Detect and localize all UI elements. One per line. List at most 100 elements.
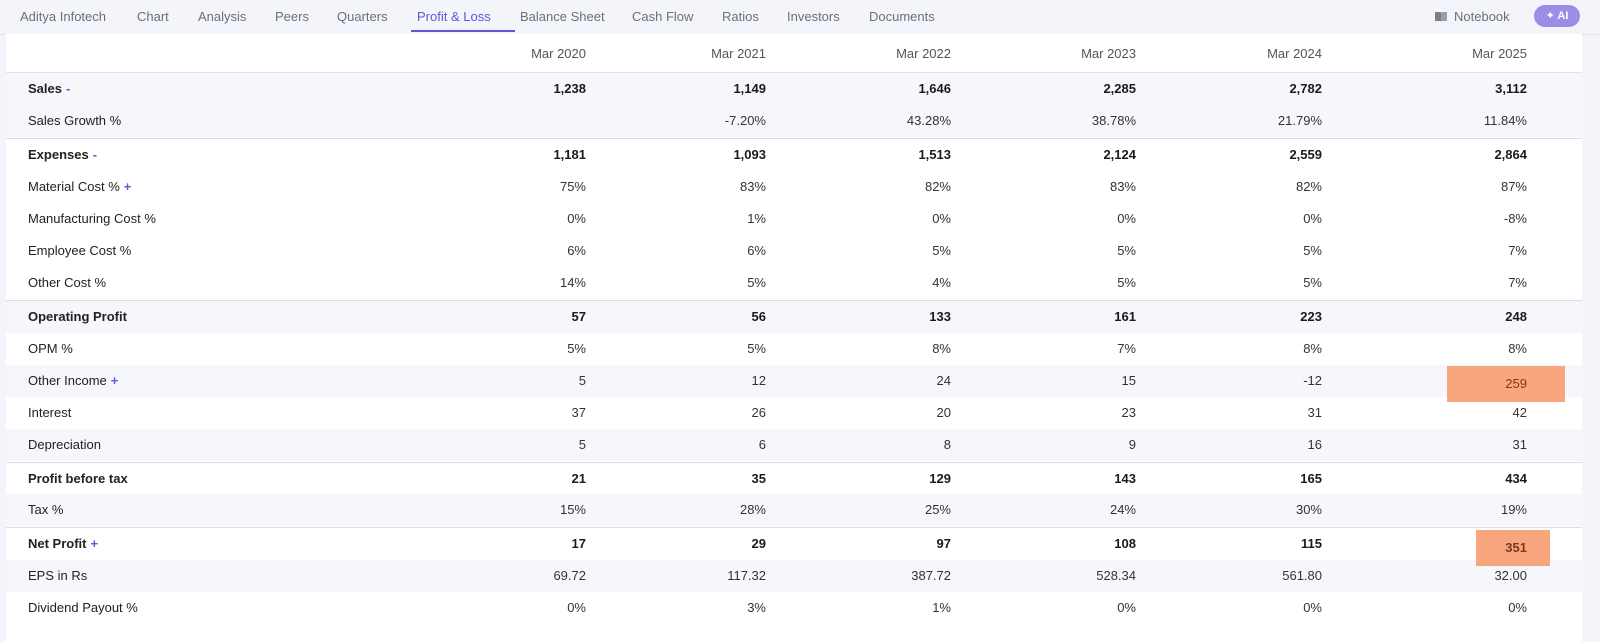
table-row-eps: EPS in Rs 69.72 117.32 387.72 528.34 561… [6, 560, 1582, 592]
row-label[interactable]: Sales - [28, 81, 71, 96]
row-label: Operating Profit [28, 309, 127, 324]
cell: 5% [1117, 275, 1136, 290]
cell: 1,093 [733, 147, 766, 162]
tab-chart[interactable]: Chart [137, 9, 169, 24]
cell: 97 [936, 536, 951, 551]
table-row-material-cost[interactable]: Material Cost % + 75% 83% 82% 83% 82% 87% [6, 171, 1582, 203]
tab-balance-sheet[interactable]: Balance Sheet [520, 9, 605, 24]
cell: 42 [1512, 405, 1527, 420]
cell: 82% [924, 179, 951, 194]
row-label: Employee Cost % [28, 243, 132, 258]
tab-peers[interactable]: Peers [275, 9, 309, 24]
expand-icon[interactable]: + [90, 536, 99, 551]
cell: 56 [751, 309, 766, 324]
book-icon [1435, 12, 1447, 22]
tab-ratios[interactable]: Ratios [722, 9, 759, 24]
cell: 2,782 [1289, 81, 1322, 96]
ai-button[interactable]: ✦ AI [1534, 5, 1580, 27]
row-label: Manufacturing Cost % [28, 211, 156, 226]
row-label: EPS in Rs [28, 568, 88, 583]
expand-icon[interactable]: + [123, 179, 132, 194]
cell: 0% [932, 211, 951, 226]
cell: 165 [1300, 471, 1322, 486]
cell: 8 [943, 437, 951, 452]
column-header: Mar 2025 [1472, 46, 1527, 61]
row-label[interactable]: Expenses - [28, 147, 98, 162]
table-row-other-cost: Other Cost % 14% 5% 4% 5% 5% 7% [6, 267, 1582, 299]
table-row-expenses[interactable]: Expenses - 1,181 1,093 1,513 2,124 2,559 … [6, 138, 1582, 171]
cell: 19% [1500, 502, 1527, 517]
cell: 35 [751, 471, 766, 486]
collapse-icon[interactable]: - [92, 147, 98, 162]
column-header: Mar 2023 [1081, 46, 1136, 61]
cell: 5% [747, 341, 766, 356]
cell: 25% [924, 502, 951, 517]
cell: 29 [751, 536, 766, 551]
cell: 17 [571, 536, 586, 551]
cell: 6% [747, 243, 766, 258]
cell: 5% [1303, 275, 1322, 290]
table-header: Mar 2020 Mar 2021 Mar 2022 Mar 2023 Mar … [6, 34, 1582, 74]
tab-investors[interactable]: Investors [787, 9, 840, 24]
cell: 21 [571, 471, 586, 486]
table-row-other-income[interactable]: Other Income + 5 12 24 15 -12 [6, 365, 1582, 397]
cell: 1,513 [918, 147, 951, 162]
cell: 38.78% [1091, 113, 1136, 128]
table-row-sales[interactable]: Sales - 1,238 1,149 1,646 2,285 2,782 3,1… [6, 73, 1582, 105]
row-label: OPM % [28, 341, 73, 356]
cell: 1% [747, 211, 766, 226]
cell: 12 [751, 373, 766, 388]
cell: 8% [1303, 341, 1322, 356]
cell: 31 [1307, 405, 1322, 420]
cell: 434 [1505, 471, 1527, 486]
tab-analysis[interactable]: Analysis [198, 9, 247, 24]
cell: 143 [1114, 471, 1136, 486]
cell: 31 [1512, 437, 1527, 452]
tab-cash-flow[interactable]: Cash Flow [632, 9, 694, 24]
nav-company-name[interactable]: Aditya Infotech [20, 9, 106, 24]
notebook-button[interactable]: Notebook [1434, 0, 1510, 34]
cell: 259 [1505, 376, 1527, 391]
column-header: Mar 2022 [896, 46, 951, 61]
cell: 16 [1307, 437, 1322, 452]
cell: 23 [1121, 405, 1136, 420]
cell [436, 105, 586, 137]
row-label: Tax % [28, 502, 64, 517]
cell: 43.28% [906, 113, 951, 128]
cell: 0% [567, 600, 586, 615]
cell: 24% [1109, 502, 1136, 517]
row-label[interactable]: Net Profit + [28, 536, 99, 551]
expand-icon[interactable]: + [110, 373, 119, 388]
table-row-opm: OPM % 5% 5% 8% 7% 8% 8% [6, 333, 1582, 365]
cell: 83% [739, 179, 766, 194]
cell: 387.72 [911, 568, 951, 583]
cell: 5 [578, 437, 586, 452]
cell: 5% [747, 275, 766, 290]
row-label[interactable]: Material Cost % + [28, 179, 132, 194]
tab-quarters[interactable]: Quarters [337, 9, 388, 24]
cell: 7% [1117, 341, 1136, 356]
table-row-dividend-payout: Dividend Payout % 0% 3% 1% 0% 0% 0% [6, 592, 1582, 624]
table-row-net-profit[interactable]: Net Profit + 17 29 97 108 115 [6, 527, 1582, 560]
cell: 30% [1295, 502, 1322, 517]
top-navigation: Aditya Infotech Chart Analysis Peers Qua… [0, 0, 1600, 35]
cell: -12 [1303, 373, 1322, 388]
collapse-icon[interactable]: - [65, 81, 71, 96]
cell: 133 [929, 309, 951, 324]
table-row-profit-before-tax: Profit before tax 21 35 129 143 165 434 [6, 462, 1582, 495]
cell: 7% [1508, 275, 1527, 290]
cell: 15% [559, 502, 586, 517]
tab-profit-loss[interactable]: Profit & Loss [417, 9, 491, 24]
cell: 5% [932, 243, 951, 258]
row-label[interactable]: Other Income + [28, 373, 119, 388]
cell: 2,559 [1289, 147, 1322, 162]
cell: 6 [758, 437, 766, 452]
cell: 28% [739, 502, 766, 517]
tab-documents[interactable]: Documents [869, 9, 935, 24]
cell: 129 [929, 471, 951, 486]
cell: 32.00 [1494, 568, 1527, 583]
cell: 83% [1109, 179, 1136, 194]
highlighted-cell-other-income: 259 [1447, 366, 1565, 402]
column-header: Mar 2024 [1267, 46, 1322, 61]
cell: 0% [567, 211, 586, 226]
